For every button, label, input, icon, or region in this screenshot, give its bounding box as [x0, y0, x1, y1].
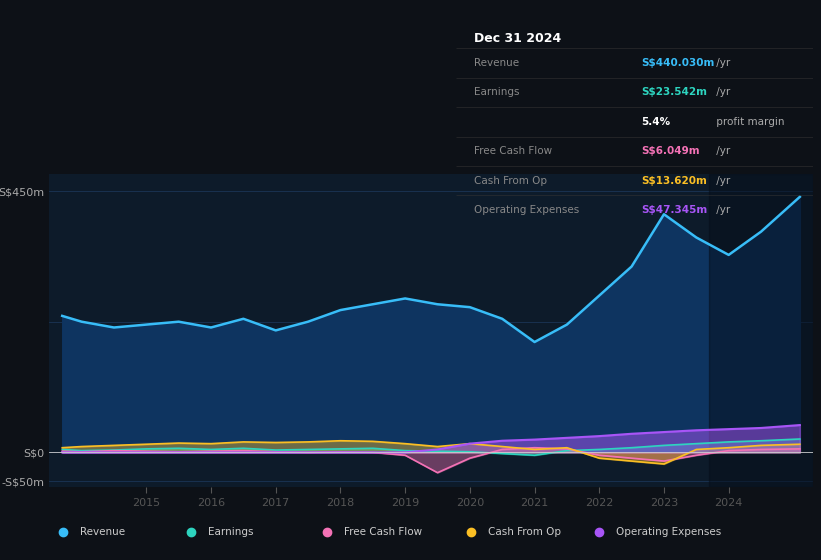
Text: Cash From Op: Cash From Op — [474, 176, 547, 185]
Text: S$440.030m: S$440.030m — [641, 58, 715, 68]
Text: S$13.620m: S$13.620m — [641, 176, 707, 185]
Text: Revenue: Revenue — [80, 527, 125, 537]
Text: /yr: /yr — [713, 146, 730, 156]
Text: Earnings: Earnings — [474, 87, 519, 97]
Text: 5.4%: 5.4% — [641, 117, 671, 127]
Text: profit margin: profit margin — [713, 117, 784, 127]
Text: S$23.542m: S$23.542m — [641, 87, 708, 97]
Text: Earnings: Earnings — [208, 527, 254, 537]
Text: Operating Expenses: Operating Expenses — [474, 205, 579, 215]
Bar — [709, 174, 813, 487]
Text: S$47.345m: S$47.345m — [641, 205, 708, 215]
Text: Free Cash Flow: Free Cash Flow — [344, 527, 422, 537]
Text: /yr: /yr — [713, 205, 730, 215]
Text: Operating Expenses: Operating Expenses — [616, 527, 721, 537]
Text: /yr: /yr — [713, 87, 730, 97]
Text: Dec 31 2024: Dec 31 2024 — [474, 31, 561, 44]
Text: /yr: /yr — [713, 58, 730, 68]
Text: Cash From Op: Cash From Op — [488, 527, 561, 537]
Text: S$6.049m: S$6.049m — [641, 146, 700, 156]
Text: Revenue: Revenue — [474, 58, 519, 68]
Text: /yr: /yr — [713, 176, 730, 185]
Text: Free Cash Flow: Free Cash Flow — [474, 146, 552, 156]
